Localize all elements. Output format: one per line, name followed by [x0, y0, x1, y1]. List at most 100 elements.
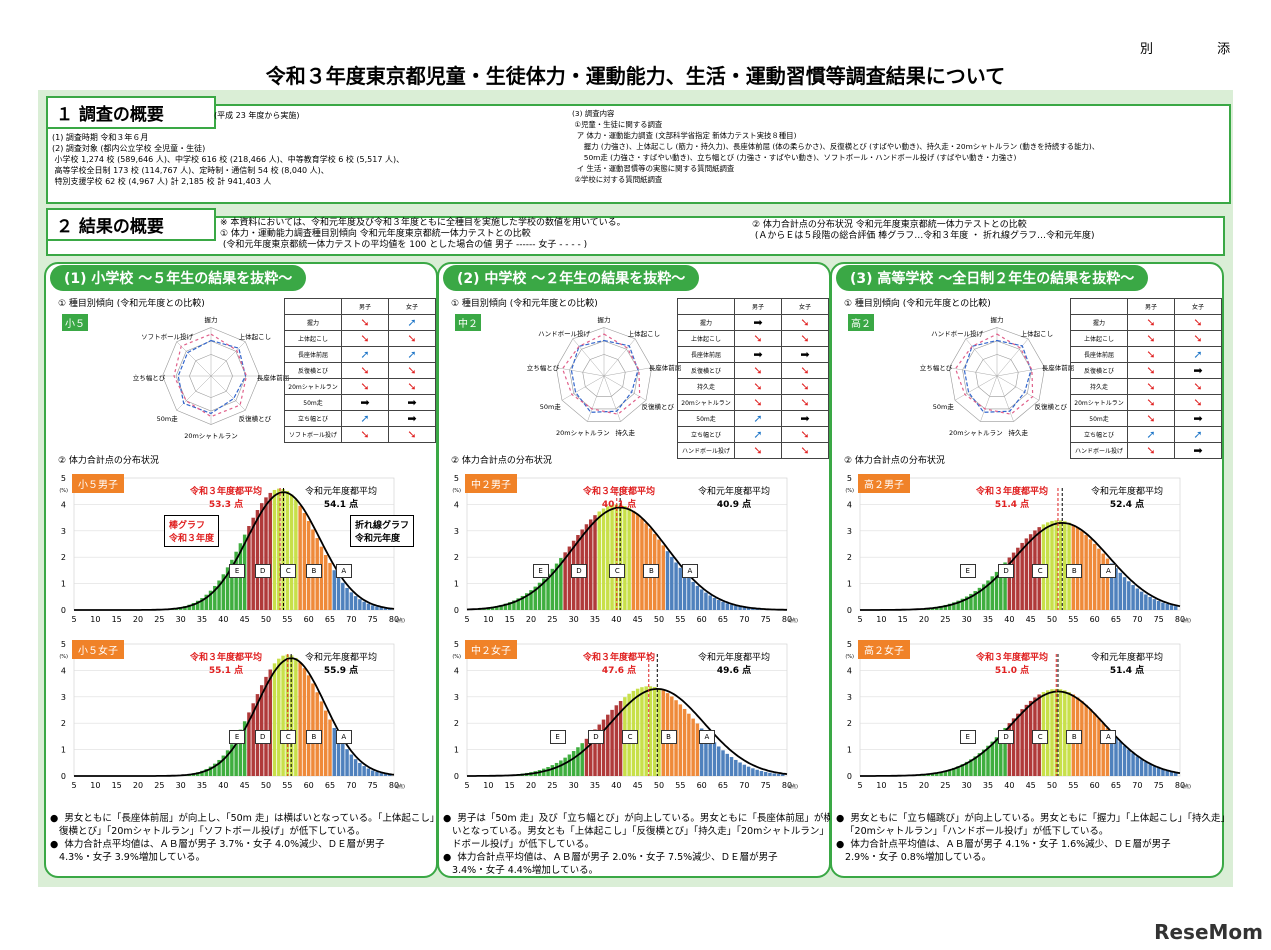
radar-label: ハンドボール投げ [538, 329, 591, 338]
histogram-bar [567, 754, 572, 776]
x-tick-label: 50 [1047, 781, 1057, 790]
x-tick-label: 45 [633, 615, 643, 624]
legend-bar-label: 棒グラフ 令和３年度 [164, 515, 220, 547]
histogram-bar [341, 742, 345, 776]
x-tick-label: 20 [133, 615, 143, 624]
x-tick-label: 55 [282, 615, 292, 624]
x-tick-label: 65 [1111, 781, 1121, 790]
histogram-bar [1127, 581, 1131, 610]
radar-label: 20mシャトルラン [948, 428, 1003, 437]
trend-row-label: 持久走 [677, 378, 735, 395]
trend-row-label: 50m走 [284, 394, 342, 411]
grade-gender-tag: 小５女子 [72, 640, 124, 659]
histogram-bar [1101, 723, 1105, 776]
histogram-bar [251, 517, 255, 610]
histogram-bar [1003, 562, 1007, 610]
radar-chart [555, 327, 653, 422]
radar-label: 反復横とび [238, 415, 272, 423]
histogram-bar [977, 753, 982, 776]
histogram-bar [213, 763, 217, 776]
histogram-bar [716, 600, 721, 610]
histogram-bar [1101, 553, 1105, 610]
radar-grid [962, 340, 1032, 410]
down-arrow-icon: ➘ [781, 314, 829, 331]
up-arrow-icon: ➚ [1127, 426, 1175, 443]
trend-table-header: 男子 [1127, 298, 1175, 315]
up-arrow-icon: ➚ [388, 346, 436, 363]
level-box-c: C [1032, 564, 1049, 578]
legend-line-label: 折れ線グラフ 令和元年度 [350, 515, 415, 547]
histogram-bar [1161, 769, 1165, 776]
histogram-bar [588, 734, 593, 776]
histogram-bar [272, 489, 277, 610]
histogram-bar [623, 505, 627, 610]
x-tick-label: 40 [1004, 781, 1014, 790]
r1-distribution-line [466, 506, 787, 611]
trend-table-header: 女子 [781, 298, 829, 315]
x-tick-label: 35 [983, 781, 993, 790]
radar-label: 反復横とび [1034, 403, 1067, 411]
x-tick-label: 45 [240, 615, 250, 624]
level-box-c: C [280, 564, 297, 578]
trend-row-label: 上体起こし [677, 330, 735, 347]
histogram-bar [247, 526, 251, 610]
x-tick-label: 35 [590, 781, 600, 790]
histogram-bar [751, 608, 755, 610]
x-tick-label: 70 [1132, 781, 1142, 790]
y-tick-label: 5 [847, 474, 852, 483]
x-tick-label: 75 [1154, 615, 1164, 624]
radar-grid [162, 327, 260, 425]
radar-axis [603, 375, 621, 422]
x-tick-label: 30 [962, 781, 972, 790]
grade-gender-tag: 中２女子 [465, 640, 517, 659]
y-tick-label: 4 [454, 500, 459, 509]
x-tick-label: 65 [718, 781, 728, 790]
results-left-text: ※ 本資料においては、令和元年度及び令和３年度ともに全種目を実施した学校の数値を… [220, 218, 626, 250]
trend-row-label: 立ち幅とび [677, 426, 735, 443]
radar-label: ソフトボール投げ [141, 332, 194, 341]
radar-chart [162, 327, 260, 425]
plot-area [73, 643, 395, 777]
x-tick-label: 60 [1090, 615, 1100, 624]
down-arrow-icon: ➘ [1127, 394, 1175, 411]
r1-mean-label: 令和元年度都平均 [1090, 487, 1163, 497]
histogram-bar [601, 719, 606, 776]
histogram-bar [1144, 761, 1148, 776]
up-arrow-icon: ➚ [341, 410, 389, 427]
histogram-bar [323, 710, 328, 776]
histogram-bar [725, 753, 730, 776]
y-tick-label: 3 [454, 693, 459, 702]
y-tick-label: 2 [61, 553, 66, 562]
histogram-bar [1131, 585, 1135, 610]
histogram-bar [1097, 718, 1101, 776]
histogram-bar [264, 676, 268, 776]
histogram-bar [563, 552, 567, 610]
r1-mean-value: 51.4 点 [1109, 666, 1145, 676]
y-tick-label: 0 [61, 772, 66, 781]
x-unit-label: (点) [1182, 784, 1191, 790]
histogram-bar [1024, 538, 1029, 610]
r1-mean-label: 令和元年度都平均 [1090, 653, 1163, 663]
histogram-bar [597, 511, 602, 610]
radar-axis [603, 367, 652, 377]
histogram-bar [554, 563, 559, 610]
x-tick-label: 25 [154, 781, 164, 790]
histogram-bar [687, 577, 691, 610]
down-arrow-icon: ➘ [781, 330, 829, 347]
histogram-bar [358, 762, 362, 776]
histogram-bar [687, 713, 691, 776]
right-arrow-icon: ➡ [1174, 442, 1222, 459]
level-box-d: D [254, 564, 271, 578]
r3-mean-label: 令和３年度都平均 [975, 487, 1048, 497]
trend-table-header [1070, 298, 1128, 315]
x-tick-label: 35 [197, 781, 207, 790]
x-tick-label: 75 [761, 615, 771, 624]
x-tick-label: 40 [1004, 615, 1014, 624]
histogram-bar [1092, 543, 1097, 610]
level-box-a: A [335, 564, 352, 578]
histogram-bar [379, 607, 383, 610]
histogram-bar [1016, 713, 1020, 776]
r3-mean-value: 51.4 点 [994, 500, 1030, 510]
level-box-e: E [532, 564, 549, 578]
